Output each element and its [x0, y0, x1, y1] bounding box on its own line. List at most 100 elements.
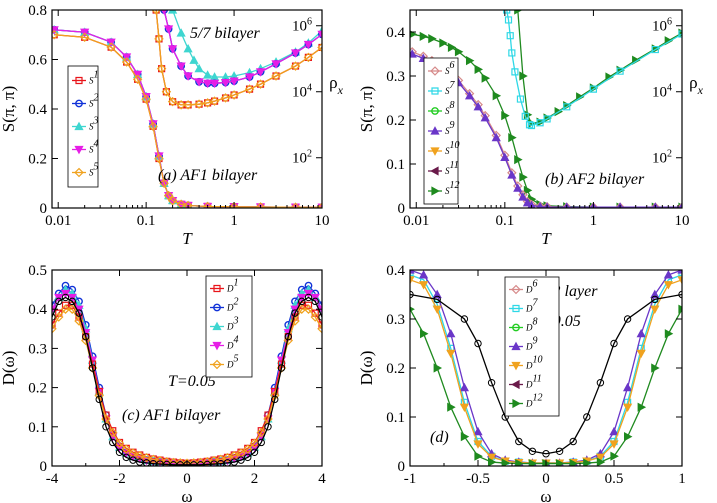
- legend-label-exp: 2: [94, 93, 99, 104]
- data-point-rho-S7: [678, 30, 682, 38]
- legend-label-base: D: [226, 284, 234, 294]
- data-point-S9: [522, 197, 533, 207]
- data-point-D9: [650, 289, 660, 299]
- data-point-rho-S5: [209, 96, 220, 106]
- data-point-rho-S5: [317, 42, 322, 53]
- annotation: (d): [430, 429, 449, 446]
- data-point-black: [244, 453, 252, 462]
- data-point-D5: [256, 427, 266, 438]
- data-point-S9: [527, 200, 536, 208]
- y-tick-label: 0.2: [386, 361, 405, 377]
- y-axis-label: D(ω): [357, 351, 376, 386]
- data-point-rho-S7: [503, 10, 511, 14]
- data-point-black: [298, 297, 306, 306]
- legend-label-exp: 9: [533, 336, 538, 347]
- data-point-S5: [317, 202, 322, 208]
- data-point-D5: [249, 438, 260, 449]
- data-point-S9: [678, 202, 682, 208]
- right-tick-label: 106: [652, 17, 672, 35]
- data-point-D10: [446, 349, 456, 359]
- legend-label-exp: 1: [234, 278, 239, 289]
- legend-label-base: D: [525, 323, 533, 333]
- legend-label-base: S: [89, 122, 94, 132]
- data-point-D10: [677, 276, 682, 285]
- data-point-black: [596, 379, 605, 387]
- data-point-D9: [418, 270, 429, 279]
- data-point-D9: [459, 382, 470, 392]
- data-point-D12: [501, 458, 511, 466]
- data-point-D5: [108, 427, 118, 438]
- data-point-D5: [182, 458, 192, 466]
- legend-marker: [213, 284, 221, 293]
- data-point-rho-S4: [255, 68, 266, 77]
- data-point-rho-S12: [514, 10, 523, 15]
- legend-label-exp: 12: [533, 393, 543, 404]
- data-point-black: [474, 339, 482, 348]
- data-point-S9: [518, 192, 528, 201]
- data-point-D12: [569, 458, 579, 466]
- data-point-black: [55, 297, 63, 306]
- data-point-rho-S3: [167, 10, 178, 14]
- legend-label-exp: 3: [93, 116, 99, 127]
- legend-label-exp: 9: [450, 120, 455, 131]
- annotation: (c) AF1 bilayer: [122, 407, 221, 424]
- data-point-rho-S7: [543, 115, 551, 123]
- data-point-rho-S7: [504, 16, 513, 24]
- legend-label-exp: 3: [233, 316, 239, 327]
- data-point-D12: [447, 402, 456, 412]
- data-point-S9: [491, 132, 501, 142]
- legend-label-exp: 6: [533, 279, 538, 290]
- legend-label: S3: [89, 116, 99, 132]
- data-point-D5: [175, 458, 185, 466]
- series-line-rho-S12: [517, 10, 682, 125]
- data-point-rho-S5: [156, 63, 167, 74]
- data-point-D5: [303, 304, 314, 314]
- data-point-S12: [492, 91, 502, 101]
- data-point-S12: [474, 64, 484, 75]
- right-tick-label-exp: 2: [307, 149, 312, 160]
- series-group: [410, 270, 682, 466]
- data-point-black: [528, 447, 537, 455]
- legend-label-base: D: [226, 303, 234, 313]
- legend-label: D7: [525, 298, 539, 314]
- legend-label-base: S: [445, 86, 450, 96]
- data-point-D9: [677, 270, 682, 274]
- data-point-D5: [135, 451, 145, 461]
- right-tick-label: 104: [652, 83, 672, 101]
- data-point-D12: [637, 402, 647, 412]
- x-tick-label: -1: [404, 471, 417, 487]
- legend-marker: [430, 147, 440, 156]
- data-point-S9: [464, 90, 475, 100]
- data-point-D5: [317, 324, 322, 334]
- data-point-D5: [141, 453, 152, 463]
- data-point-D9: [410, 270, 415, 274]
- panel-a: 0.01 0.1 1 1000.20.40.60.8102104106ρxTS(π, …: [0, 3, 344, 248]
- legend-marker: [431, 107, 439, 115]
- data-point-black: [410, 290, 414, 299]
- right-axis-label: ρx: [689, 73, 703, 97]
- x-tick-label: 0.01: [45, 213, 71, 229]
- legend-marker: [512, 323, 520, 332]
- y-tick-label: 0.6: [28, 53, 47, 69]
- legend-label-base: S: [89, 76, 94, 86]
- legend-label-base: D: [525, 285, 533, 295]
- y-tick-label: 0.4: [28, 102, 47, 118]
- data-point-black: [583, 413, 591, 421]
- data-point-S12: [519, 172, 528, 182]
- legend-label-exp: 5: [234, 354, 239, 365]
- data-point-S5: [106, 42, 116, 52]
- data-point-rho-S4: [290, 49, 301, 58]
- data-point-D10: [473, 440, 483, 449]
- legend-label: S7: [445, 80, 456, 96]
- data-point-S12: [523, 185, 533, 196]
- y-tick-label: 0.1: [386, 410, 405, 426]
- data-point-rho-S7: [521, 112, 529, 120]
- data-point-D10: [609, 440, 619, 449]
- legend-marker: [74, 145, 84, 155]
- data-point-rho-S5: [194, 99, 204, 109]
- data-point-D5: [121, 444, 131, 454]
- data-point-rho-S4: [183, 72, 193, 81]
- data-point-black: [129, 456, 137, 464]
